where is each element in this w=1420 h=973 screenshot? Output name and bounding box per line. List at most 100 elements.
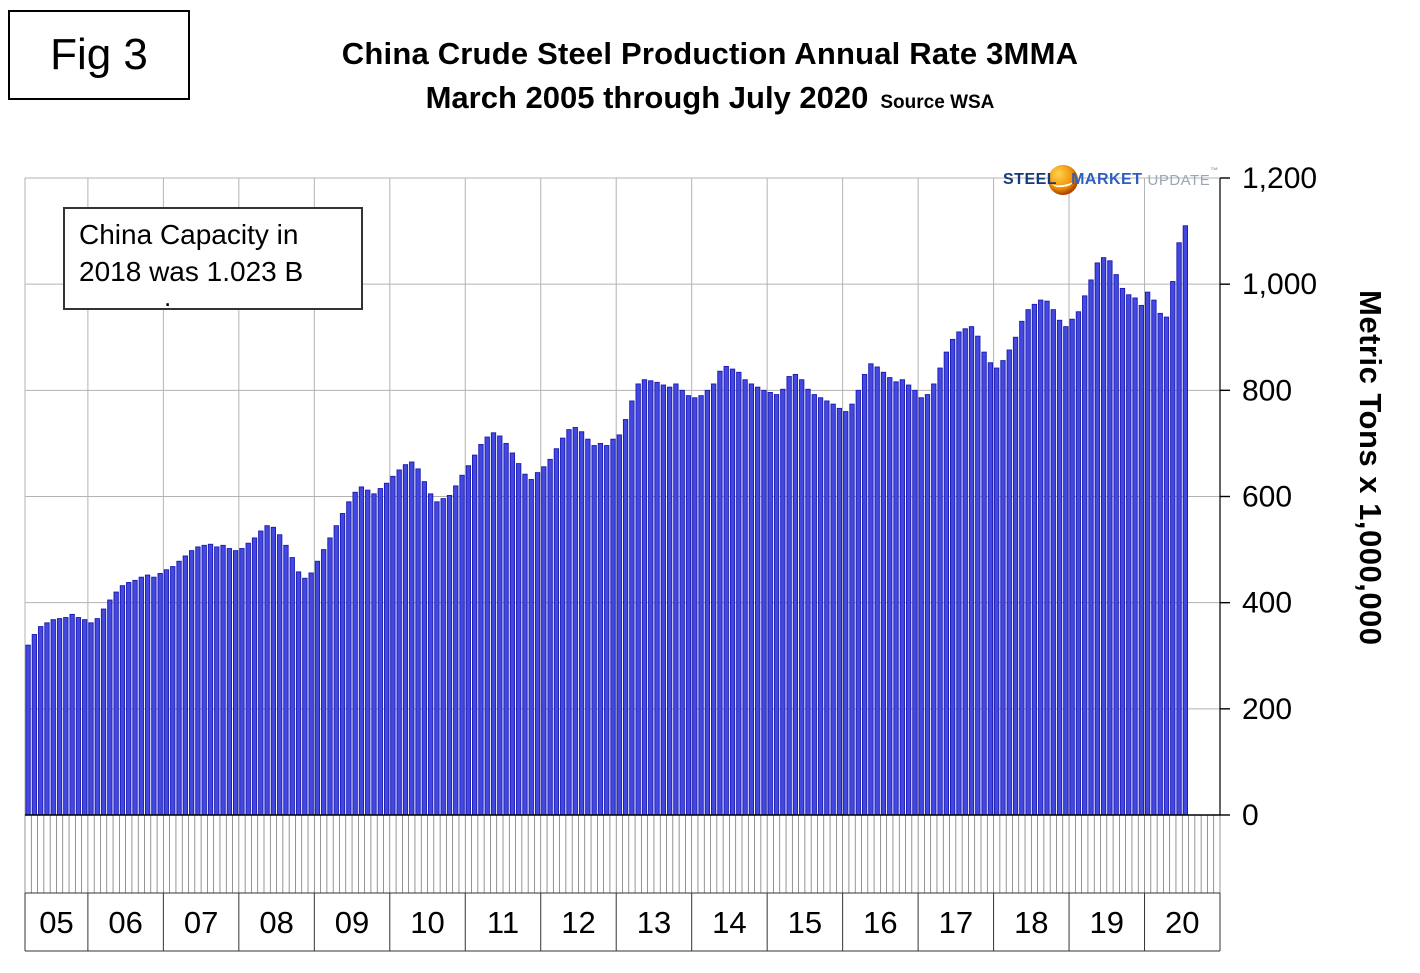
year-label: 13 xyxy=(637,905,671,940)
annotation-line1: China Capacity in xyxy=(79,219,299,250)
bar xyxy=(421,481,427,816)
bar xyxy=(1044,300,1050,816)
bar xyxy=(44,622,50,816)
bar xyxy=(119,585,126,816)
bar xyxy=(843,411,849,816)
bar xyxy=(773,394,780,816)
bar xyxy=(144,574,151,816)
bar xyxy=(660,384,666,816)
chart-subtitle: March 2005 through July 2020 Source WSA xyxy=(230,80,1190,116)
chart-title: China Crude Steel Production Annual Rate… xyxy=(341,36,1079,71)
chart-subtitle-text: March 2005 through July 2020 xyxy=(425,80,869,115)
bar xyxy=(761,389,767,816)
bar xyxy=(736,371,742,816)
bar xyxy=(1170,281,1176,816)
bar xyxy=(817,397,824,816)
bar xyxy=(755,386,761,816)
bar xyxy=(1113,274,1119,816)
bar xyxy=(283,544,289,816)
bar xyxy=(75,617,82,816)
bar xyxy=(1056,319,1063,816)
chart-header: China Crude Steel Production Annual Rate… xyxy=(230,36,1190,116)
bar xyxy=(258,530,264,816)
bar xyxy=(176,560,182,816)
bar xyxy=(472,454,478,816)
bar xyxy=(390,475,396,816)
bar xyxy=(1176,242,1182,816)
bar xyxy=(1025,309,1031,816)
bar xyxy=(547,458,553,816)
bar xyxy=(459,474,465,816)
bar xyxy=(950,338,956,816)
bar xyxy=(113,591,119,816)
bar xyxy=(1144,291,1151,816)
bar xyxy=(698,395,704,816)
bar xyxy=(195,546,201,816)
bar xyxy=(566,429,572,816)
year-label: 16 xyxy=(863,905,897,940)
bar xyxy=(1019,320,1025,816)
bar xyxy=(723,366,729,816)
bar xyxy=(830,403,836,816)
bar xyxy=(824,400,830,816)
bar xyxy=(912,389,918,816)
bar xyxy=(849,403,855,816)
bar xyxy=(1082,295,1088,816)
bar xyxy=(704,389,710,816)
bar xyxy=(899,379,905,816)
bar xyxy=(289,557,295,816)
y-tick-label: 400 xyxy=(1242,587,1292,620)
bar xyxy=(534,472,541,816)
bar xyxy=(943,351,949,816)
bar xyxy=(321,549,327,816)
bar xyxy=(207,543,214,816)
bar xyxy=(717,370,723,816)
bar xyxy=(578,431,585,816)
bar xyxy=(792,373,799,816)
bar xyxy=(365,489,371,816)
bar xyxy=(541,466,547,816)
bar xyxy=(314,560,321,816)
year-label: 06 xyxy=(108,905,142,940)
bar xyxy=(1088,279,1094,816)
annotation-line2: 2018 was 1.023 B xyxy=(79,255,304,287)
bar xyxy=(327,537,333,816)
bar xyxy=(1163,316,1170,816)
bar xyxy=(239,548,245,816)
bar xyxy=(126,582,132,816)
bar xyxy=(270,526,277,816)
logo-sphere-icon xyxy=(1048,165,1079,195)
bar xyxy=(1000,360,1006,816)
bar xyxy=(352,491,358,816)
year-label: 09 xyxy=(335,905,369,940)
bar xyxy=(107,599,113,816)
bar xyxy=(497,435,503,816)
bar xyxy=(478,444,484,816)
bar xyxy=(151,576,157,816)
bar xyxy=(1069,318,1075,816)
bar xyxy=(692,397,698,816)
bar xyxy=(1182,225,1189,816)
year-label: 18 xyxy=(1014,905,1048,940)
bar xyxy=(994,367,1000,816)
bar xyxy=(509,452,516,816)
smu-logo: STEEL MARKET UPDATE ™ xyxy=(1003,164,1218,196)
bar xyxy=(880,371,887,816)
annotation-dot: . xyxy=(164,281,172,312)
logo-text-update: UPDATE xyxy=(1147,171,1211,189)
bar xyxy=(610,438,616,816)
year-label: 17 xyxy=(939,905,973,940)
bar xyxy=(685,395,692,816)
bar xyxy=(1050,309,1056,816)
bar xyxy=(975,335,981,816)
bar xyxy=(503,442,509,816)
year-label: 12 xyxy=(561,905,595,940)
bar xyxy=(264,525,270,816)
bar xyxy=(25,644,31,816)
bar xyxy=(786,376,792,816)
y-tick-label: 1,000 xyxy=(1242,268,1317,301)
bar xyxy=(1126,294,1132,816)
bar xyxy=(591,445,597,816)
bar xyxy=(82,619,88,816)
bar xyxy=(635,383,641,816)
